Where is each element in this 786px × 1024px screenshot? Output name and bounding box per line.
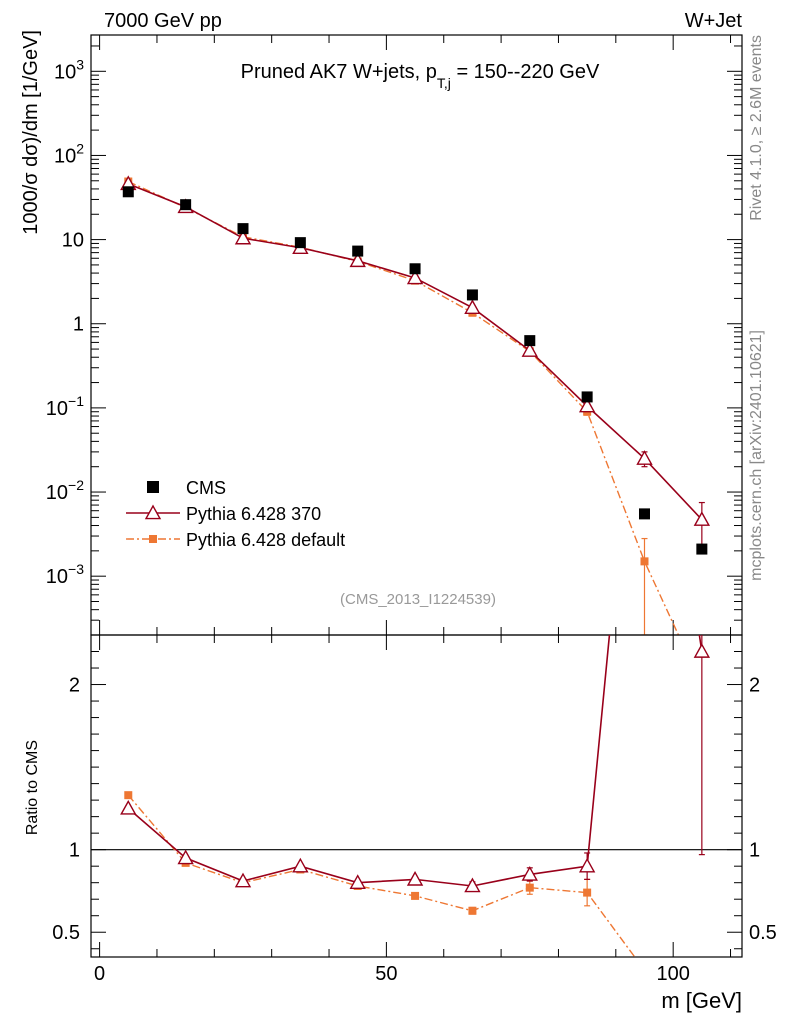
legend-pythia-default-label: Pythia 6.428 default	[186, 530, 345, 550]
cms-data-point	[294, 237, 306, 249]
cms-data-point	[409, 263, 421, 275]
pythia-370-point	[464, 299, 481, 315]
ratio-pythia-370-point	[578, 857, 596, 873]
main-y-axis-label: 1000/σ dσ)/dm [1/GeV]	[20, 30, 42, 235]
pythia-default-point	[640, 557, 649, 566]
ratio-pythia-default-point	[525, 883, 534, 892]
y-tick-label: 10	[62, 230, 84, 252]
cms-data-point	[524, 335, 536, 347]
ratio-pythia-370-point	[292, 857, 309, 873]
ratio-pythia-370-point	[406, 870, 424, 886]
ratio-plot-area	[120, 635, 711, 957]
pythia-370-point	[521, 342, 538, 357]
x-tick-label: 50	[375, 963, 397, 985]
legend-cms-marker	[147, 481, 159, 493]
x-tick-label: 0	[94, 963, 105, 985]
x-axis-label: m [GeV]	[661, 988, 742, 1013]
legend-pythia-370-marker	[144, 504, 162, 520]
header-right: W+Jet	[685, 10, 743, 32]
main-plot-area	[120, 175, 711, 635]
cms-data-point	[122, 186, 134, 198]
ratio-pythia-370-point	[349, 874, 366, 889]
cms-data-point	[638, 508, 650, 520]
ratio-y-tick-label: 0.5	[52, 922, 80, 944]
ratio-pythia-370-point	[464, 877, 481, 893]
cms-data-point	[237, 223, 249, 235]
pythia-370-point	[636, 450, 653, 465]
ratio-pythia-default-point	[583, 888, 592, 897]
chart-title-sub: T,j	[437, 75, 451, 91]
ratio-y-tick-label-right: 0.5	[749, 922, 777, 944]
ratio-pythia-default-point	[468, 906, 477, 915]
ratio-pythia-default-line	[127, 794, 636, 957]
ratio-pythia-default-point	[411, 891, 420, 900]
y-tick-label: 1	[73, 314, 84, 336]
header-left: 7000 GeV pp	[104, 10, 222, 32]
cms-data-point	[696, 543, 708, 555]
ratio-pythia-370-point	[521, 865, 538, 881]
cms-data-point	[581, 391, 593, 403]
ratio-frame	[90, 634, 743, 958]
mcplots-label: mcplots.cern.ch [arXiv:2401.10621]	[748, 330, 765, 581]
ratio-panel: 0 50 100 0.5 0.5 1 1 2 2	[52, 634, 777, 985]
ratio-pythia-370-point	[120, 799, 137, 815]
ratio-y-tick-label: 1	[69, 840, 80, 862]
y-tick-label: 10−1	[46, 393, 84, 420]
legend-pythia-370-label: Pythia 6.428 370	[186, 504, 321, 524]
labels-layer: 7000 GeV pp W+Jet Rivet 4.1.0, ≥ 2.6M ev…	[20, 10, 765, 1013]
main-panel: 10−3 10−2 10−1 1 10 102 103 CMS Pythia 6.428 370…	[46, 34, 743, 636]
pythia-370-point	[349, 252, 366, 268]
cms-data-point	[180, 199, 192, 211]
watermark: (CMS_2013_I1224539)	[340, 591, 496, 608]
x-tick-label: 100	[656, 963, 689, 985]
pythia-370-point	[578, 397, 596, 413]
ratio-pythia-default-point	[124, 791, 133, 800]
y-tick-label: 102	[54, 140, 84, 167]
cms-data-point	[466, 289, 478, 301]
ratio-pythia-370-point	[177, 849, 194, 865]
rivet-label: Rivet 4.1.0, ≥ 2.6M events	[748, 35, 765, 221]
chart-title: Pruned AK7 W+jets, pT,j = 150--220 GeV	[241, 61, 600, 91]
cms-data-point	[352, 245, 364, 257]
ratio-y-tick-label: 2	[69, 675, 80, 697]
legend: CMS Pythia 6.428 370 Pythia 6.428 default	[126, 478, 345, 550]
y-tick-label: 103	[54, 56, 84, 83]
chart-title-main: Pruned AK7 W+jets, p	[241, 61, 437, 83]
ratio-y-tick-label-right: 2	[749, 675, 760, 697]
ratio-pythia-370-point	[693, 643, 711, 658]
ratio-y-axis-label: Ratio to CMS	[24, 740, 41, 835]
ratio-pythia-370-point	[234, 872, 252, 888]
ratio-y-tick-label-right: 1	[749, 840, 760, 862]
y-tick-label: 10−3	[46, 561, 84, 588]
pythia-370-point	[406, 269, 424, 285]
legend-cms-label: CMS	[186, 478, 226, 498]
chart-title-rest: = 150--220 GeV	[451, 61, 600, 83]
pythia-370-point	[693, 511, 711, 526]
legend-pythia-default-marker	[149, 535, 157, 543]
pythia-370-point	[234, 229, 252, 245]
y-tick-label: 10−2	[46, 477, 84, 504]
